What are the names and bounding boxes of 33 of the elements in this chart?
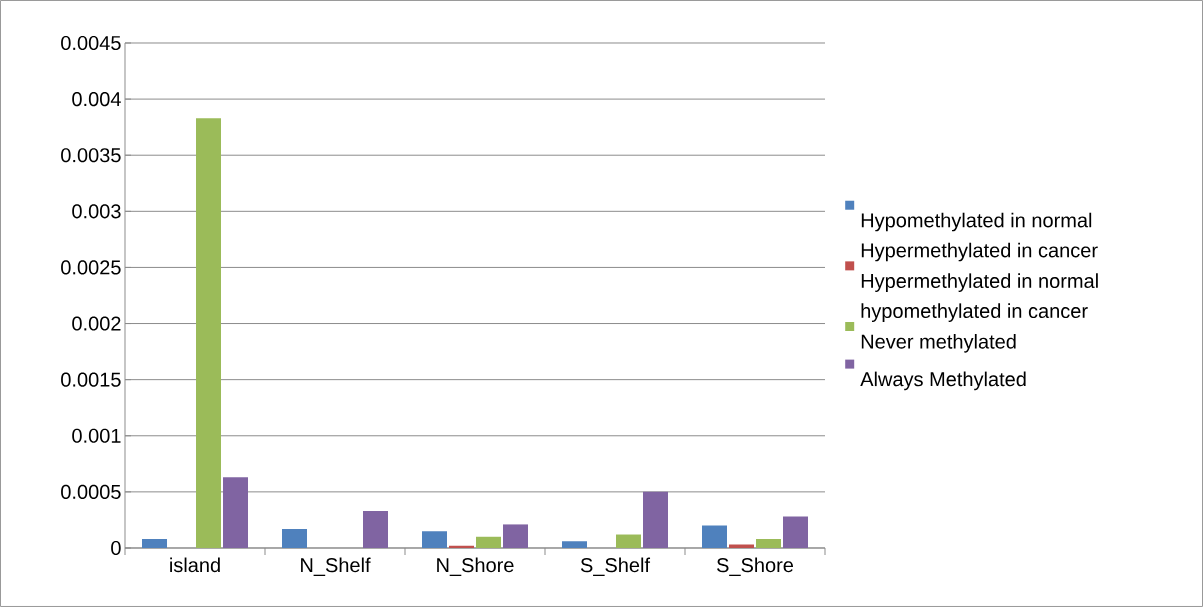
bar (282, 528, 308, 548)
y-tick-label: 0.0015 (61, 372, 121, 387)
legend-label: Hypermethylated in normal hypomethylated in cancer (861, 273, 1098, 323)
y-tick-label: 0.0045 (61, 35, 121, 51)
x-tick-label: S_Shelf (580, 557, 651, 576)
y-tick-label: 0 (111, 540, 121, 556)
x-tick-label: N_Shelf (301, 557, 371, 576)
legend-label: Always Methylated (860, 371, 1026, 391)
bar (196, 118, 222, 548)
bar (363, 510, 389, 548)
y-tick-label: 0.004 (72, 92, 121, 107)
x-tick-label: N_Shore (437, 557, 514, 576)
bar (783, 516, 808, 548)
legend-label: Hypomethylated in normal Hypermethylated in cancer (861, 212, 1098, 262)
bar (223, 477, 249, 548)
y-tick-label: 0.0005 (61, 484, 121, 499)
legend-label: Never methylated (861, 334, 1016, 353)
bar (476, 536, 501, 548)
x-tick-label: island (170, 557, 220, 573)
y-tick-label: 0.0025 (61, 260, 121, 275)
bar (643, 491, 668, 548)
x-tick-label: S_Shore (717, 557, 794, 576)
bar (756, 539, 781, 548)
bar (142, 539, 168, 548)
bar (702, 525, 727, 548)
y-tick-label: 0.003 (72, 204, 121, 219)
bar (503, 524, 528, 548)
y-tick-label: 0.001 (72, 428, 121, 443)
y-tick-label: 0.002 (72, 316, 121, 331)
bar (422, 531, 447, 548)
y-tick-label: 0.0035 (61, 148, 121, 163)
bar (562, 541, 587, 548)
bar (616, 534, 641, 548)
